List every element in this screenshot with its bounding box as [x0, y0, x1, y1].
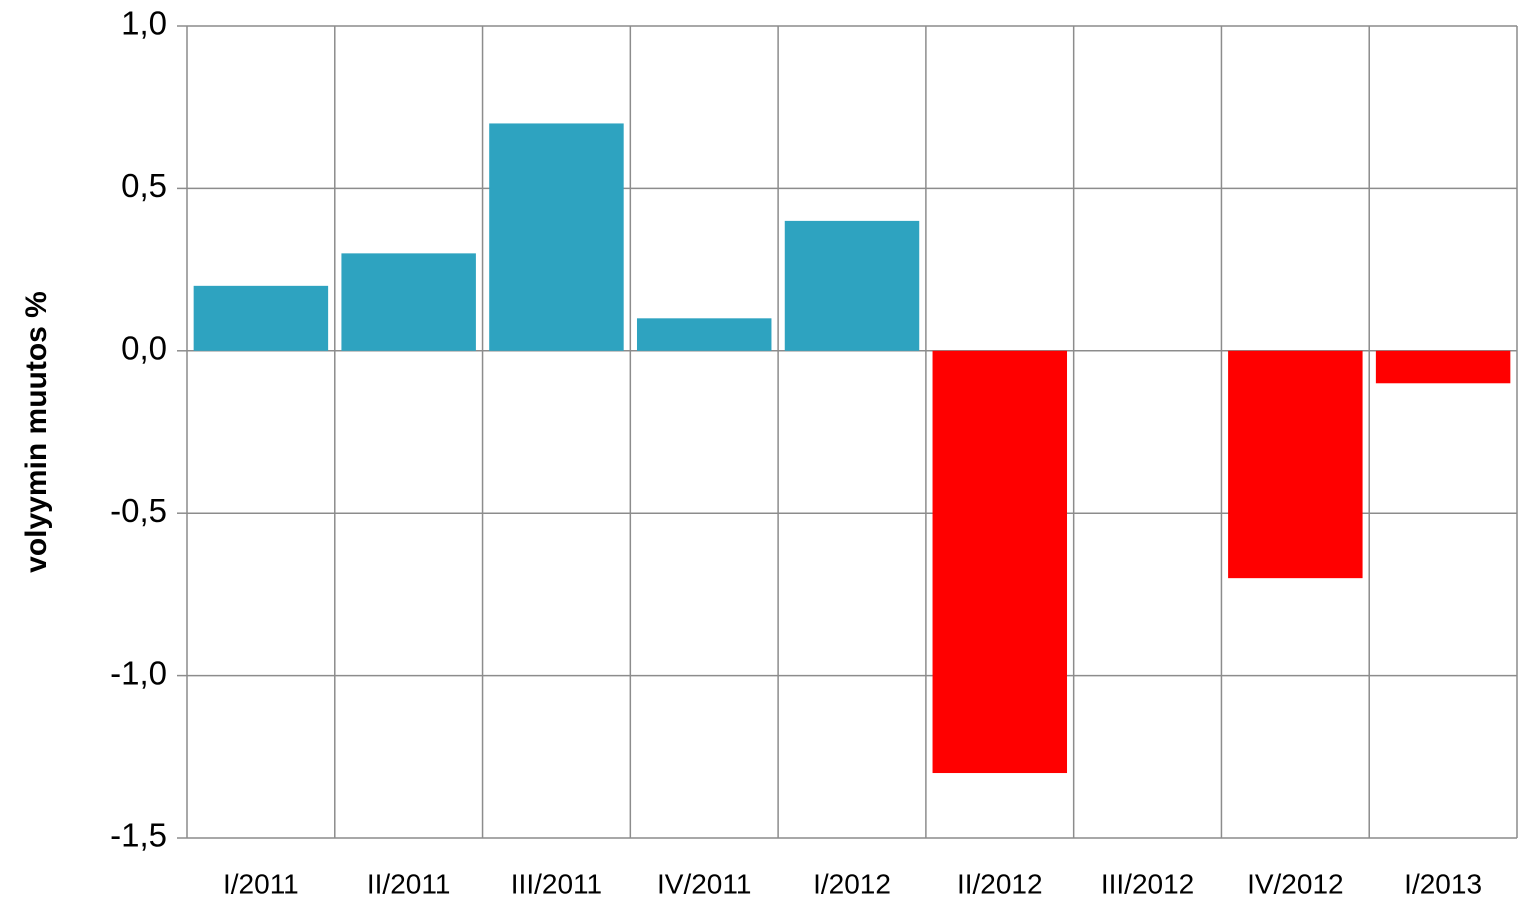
x-tick-label: I/2012 — [813, 868, 891, 899]
bar — [636, 318, 772, 351]
x-tick-label: IV/2011 — [657, 868, 751, 899]
x-tick-label: II/2011 — [367, 868, 451, 899]
bar — [489, 123, 624, 351]
bar — [784, 220, 920, 351]
bar — [1375, 350, 1511, 384]
y-tick-label: -1,5 — [110, 817, 167, 854]
x-tick-label: I/2013 — [1404, 868, 1482, 899]
bar — [341, 253, 476, 351]
y-tick-label: -1,0 — [110, 654, 167, 691]
x-tick-label: II/2012 — [957, 868, 1043, 899]
y-axis-label: volyymin muutos % — [20, 291, 53, 573]
x-tick-label: III/2011 — [511, 868, 602, 899]
y-tick-label: -0,5 — [110, 492, 167, 529]
bar — [932, 350, 1068, 774]
x-tick-label: III/2012 — [1101, 868, 1194, 899]
y-tick-label: 0,0 — [121, 330, 167, 367]
bar — [193, 285, 329, 351]
bar — [1228, 350, 1363, 579]
x-tick-label: I/2011 — [223, 868, 299, 899]
x-tick-label: IV/2012 — [1247, 868, 1344, 899]
y-tick-label: 0,5 — [121, 167, 167, 204]
y-tick-label: 1,0 — [121, 5, 167, 42]
